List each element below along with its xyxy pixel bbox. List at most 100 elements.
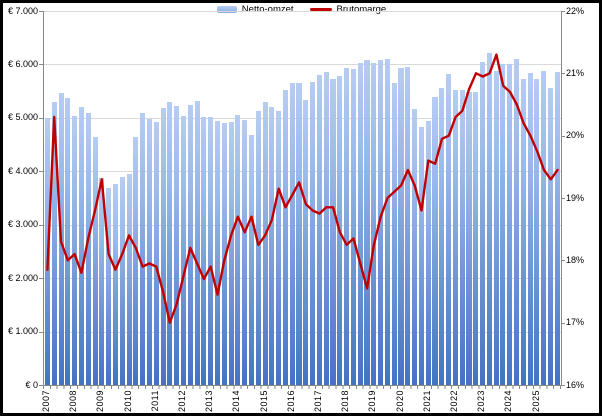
y-right-tick-label: 22% <box>566 5 585 16</box>
revenue-bar <box>500 64 506 385</box>
revenue-bar <box>242 120 248 385</box>
revenue-bar <box>146 118 153 385</box>
revenue-bar <box>133 137 139 385</box>
revenue-bar <box>364 60 370 385</box>
legend-label-brutomarge: Brutomarge <box>336 4 387 15</box>
y-right-tick-label: 16% <box>566 379 585 390</box>
revenue-bar <box>384 59 390 385</box>
x-axis-year-label: 2019 <box>367 390 378 413</box>
revenue-bar <box>527 72 533 385</box>
revenue-bar <box>235 114 241 385</box>
gridline <box>44 64 561 66</box>
revenue-bar <box>425 120 431 385</box>
revenue-bar <box>269 106 275 385</box>
x-axis-year-label: 2010 <box>122 390 133 413</box>
brutomarge-line <box>46 53 559 324</box>
x-axis-year-label: 2025 <box>530 390 541 413</box>
legend-label-netto-omzet: Netto-omzet <box>241 4 294 15</box>
x-axis-year-label: 2015 <box>258 390 269 413</box>
revenue-bar <box>412 108 418 385</box>
revenue-bar <box>452 89 458 385</box>
revenue-bar <box>391 83 397 385</box>
revenue-bar <box>85 112 91 385</box>
y-left-tick <box>39 117 43 119</box>
y-left-tick <box>39 331 43 333</box>
revenue-bar <box>473 91 479 385</box>
x-axis-year-label: 2009 <box>95 390 106 413</box>
revenue-bar <box>371 63 377 385</box>
revenue-bar <box>126 173 132 385</box>
revenue-bar <box>330 79 336 385</box>
revenue-bar <box>78 107 85 385</box>
revenue-bar <box>405 66 411 385</box>
x-axis-year-label: 2011 <box>149 390 160 412</box>
y-right-tick <box>561 11 565 12</box>
x-axis-ticks <box>43 386 561 389</box>
revenue-bar <box>303 99 309 385</box>
x-axis-year-label: 2012 <box>176 390 187 413</box>
revenue-bar <box>439 88 445 385</box>
y-left-tick <box>39 224 43 226</box>
revenue-bar <box>119 177 125 385</box>
y-left-tick <box>39 64 43 66</box>
gridline <box>44 11 561 12</box>
gridline <box>44 117 561 119</box>
y-left-tick-label: € 6.000 <box>7 58 38 69</box>
y-left-tick <box>39 171 43 173</box>
revenue-bar <box>201 116 207 385</box>
bar-series-swatch-icon <box>216 6 237 13</box>
revenue-bar <box>228 122 234 385</box>
x-axis-year-label: 2020 <box>394 390 405 413</box>
y-right-tick-label: 20% <box>566 130 585 141</box>
revenue-bar <box>547 87 554 385</box>
y-left-tick <box>39 11 43 12</box>
revenue-bar <box>221 123 227 385</box>
revenue-bar <box>466 91 472 385</box>
revenue-bar <box>153 122 159 385</box>
revenue-bar <box>323 71 329 385</box>
y-left-tick-label: € 4.000 <box>7 165 38 176</box>
revenue-bar <box>65 97 71 385</box>
y-left-tick-label: € 7.000 <box>7 5 38 16</box>
revenue-bar <box>276 110 282 385</box>
y-left-tick-label: € 2.000 <box>7 272 38 283</box>
revenue-bar <box>208 116 214 385</box>
revenue-bar <box>357 62 363 385</box>
revenue-bar <box>180 115 187 385</box>
y-right-tick <box>561 73 565 75</box>
revenue-bar <box>486 52 492 385</box>
revenue-bar <box>310 81 316 385</box>
y-right-tick <box>561 260 565 262</box>
x-axis-year-label: 2021 <box>421 390 432 413</box>
revenue-bar <box>541 70 547 385</box>
legend-item-brutomarge: Brutomarge <box>309 4 387 15</box>
revenue-bar <box>140 113 146 385</box>
revenue-bar <box>255 110 261 385</box>
gridline <box>44 278 561 280</box>
revenue-bar <box>92 136 98 385</box>
revenue-bar <box>248 134 254 385</box>
revenue-bar <box>459 90 465 385</box>
x-axis-year-label: 2022 <box>449 390 460 413</box>
revenue-bar <box>282 89 288 385</box>
y-left-tick-label: € 3.000 <box>7 219 38 230</box>
y-left-tick-label: € 5.000 <box>7 112 38 123</box>
revenue-bar <box>316 74 322 385</box>
y-right-tick-label: 17% <box>566 317 585 328</box>
x-axis-year-label: 2014 <box>231 390 242 413</box>
revenue-bars <box>44 11 561 385</box>
y-right-tick <box>561 135 565 137</box>
revenue-bar <box>167 102 173 385</box>
revenue-bar <box>160 108 166 385</box>
y-left-tick-label: € 0 <box>25 379 38 390</box>
revenue-bar <box>493 70 499 385</box>
gridline <box>44 171 561 173</box>
y-left-tick-label: € 1.000 <box>7 326 38 337</box>
revenue-bar <box>187 104 193 385</box>
revenue-bar <box>194 101 200 385</box>
revenue-bar <box>350 69 356 385</box>
revenue-bar <box>296 82 302 385</box>
revenue-bar <box>513 58 520 385</box>
y-right-tick <box>561 385 565 386</box>
